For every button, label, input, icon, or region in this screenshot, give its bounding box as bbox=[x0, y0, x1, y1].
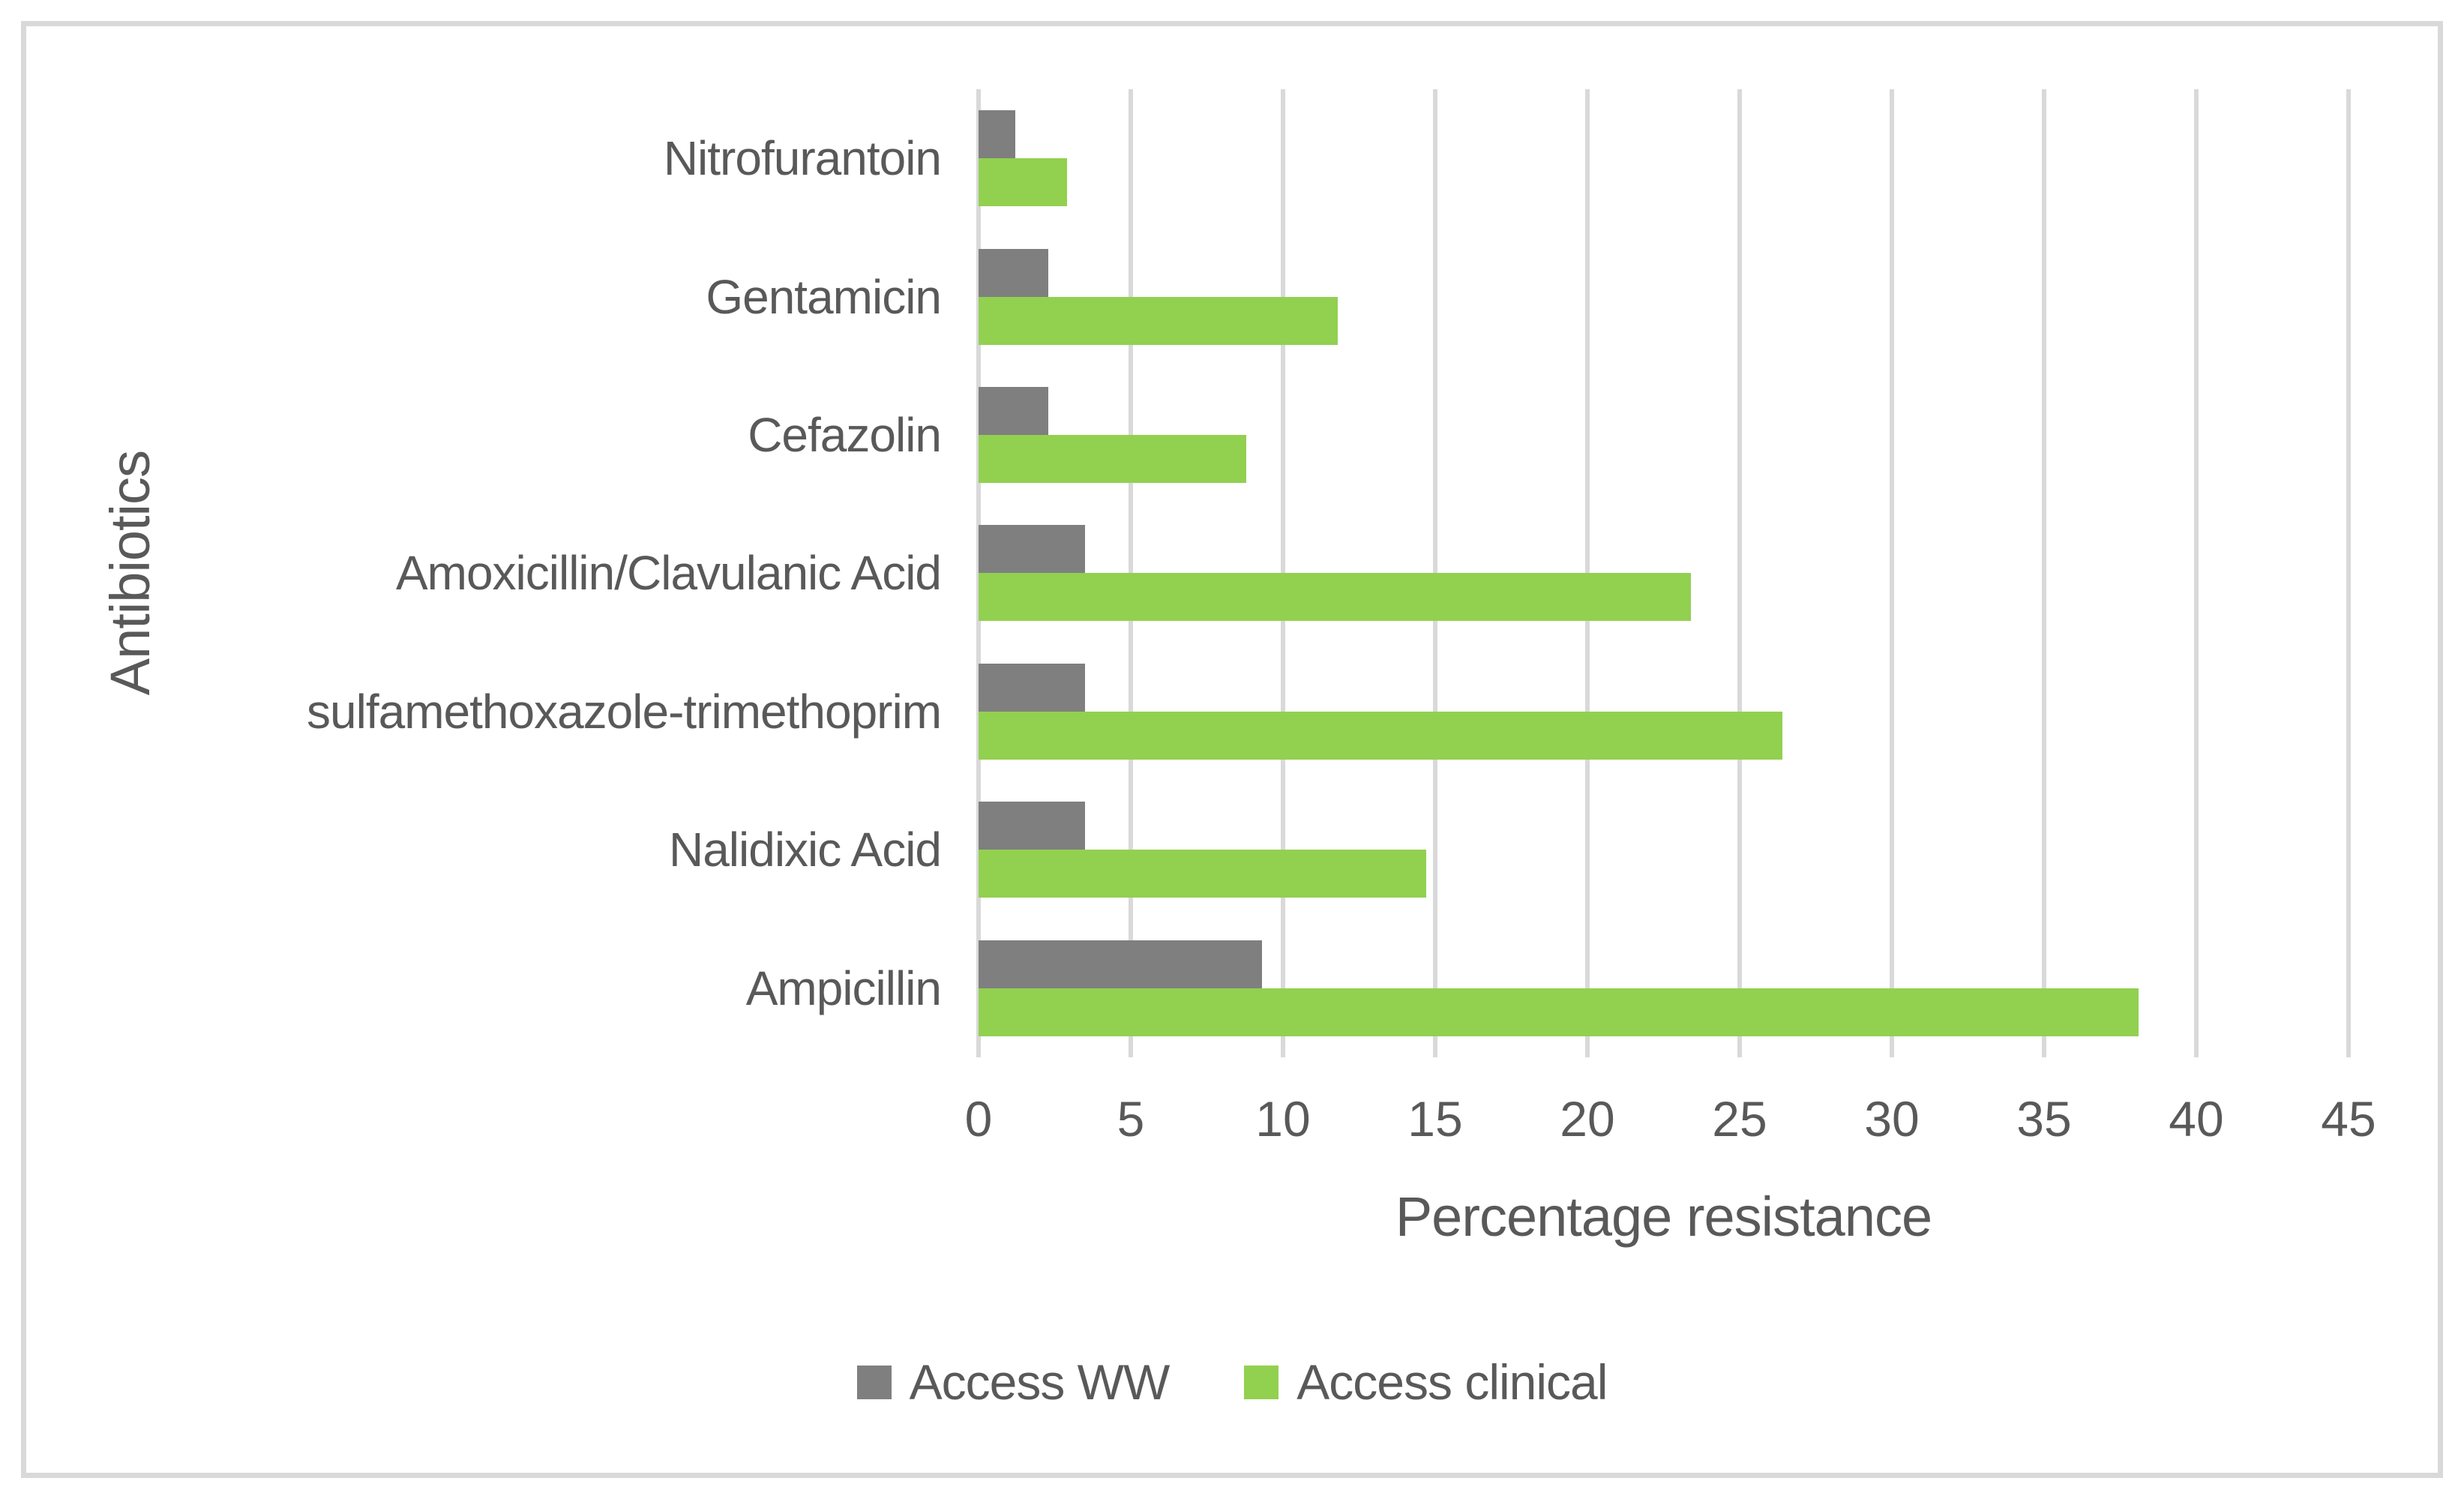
x-tick-label: 35 bbox=[2016, 1091, 2072, 1147]
legend-item: Access clinical bbox=[1244, 1354, 1608, 1411]
legend-swatch-icon bbox=[856, 1365, 892, 1399]
x-tick-label: 15 bbox=[1407, 1091, 1463, 1147]
bar-row bbox=[979, 89, 2349, 227]
x-tick-label: 25 bbox=[1712, 1091, 1767, 1147]
gridline bbox=[2042, 89, 2046, 1057]
category-label: Ampicillin bbox=[745, 961, 942, 1015]
bar-access-ww bbox=[979, 110, 1015, 159]
x-tick-label: 20 bbox=[1560, 1091, 1615, 1147]
x-tick-label: 10 bbox=[1255, 1091, 1311, 1147]
bar-access-clinical bbox=[979, 711, 1782, 760]
gridline bbox=[2346, 89, 2351, 1057]
x-tick-label: 0 bbox=[964, 1091, 993, 1147]
bar-row bbox=[979, 227, 2349, 365]
bar-row bbox=[979, 781, 2349, 919]
category-label: Gentamicin bbox=[706, 269, 942, 324]
bar-access-ww bbox=[979, 525, 1086, 574]
category-label: Nitrofurantoin bbox=[663, 131, 942, 186]
gridline bbox=[2194, 89, 2199, 1057]
bar-access-clinical bbox=[979, 158, 1067, 207]
x-tick-label: 40 bbox=[2169, 1091, 2224, 1147]
category-label: Cefazolin bbox=[748, 408, 942, 463]
bar-row bbox=[979, 919, 2349, 1057]
category-label: Nalidixic Acid bbox=[668, 823, 942, 877]
x-tick-label: 30 bbox=[1864, 1091, 1920, 1147]
bar-access-clinical bbox=[979, 296, 1338, 345]
category-axis-labels: Nitrofurantoin Gentamicin Cefazolin Amoxici… bbox=[67, 89, 942, 1057]
bar-access-ww bbox=[979, 940, 1262, 988]
x-axis-title: Percentage resistance bbox=[1395, 1186, 1932, 1248]
x-tick-label: 5 bbox=[1117, 1091, 1145, 1147]
bar-access-ww bbox=[979, 802, 1086, 850]
legend: Access WW Access clinical bbox=[0, 1354, 2464, 1411]
legend-item: Access WW bbox=[856, 1354, 1171, 1411]
legend-label: Access clinical bbox=[1296, 1354, 1608, 1410]
category-label: sulfamethoxazole-trimethoprim bbox=[307, 684, 942, 739]
plot-area bbox=[976, 89, 2351, 1057]
bar-access-clinical bbox=[979, 988, 2139, 1036]
bar-access-clinical bbox=[979, 435, 1247, 484]
bar-access-ww bbox=[979, 387, 1049, 436]
x-tick-label: 45 bbox=[2321, 1091, 2376, 1147]
bar-access-ww bbox=[979, 248, 1049, 297]
bar-row bbox=[979, 504, 2349, 642]
bar-row bbox=[979, 366, 2349, 504]
bar-access-clinical bbox=[979, 573, 1692, 622]
legend-swatch-icon bbox=[1244, 1365, 1279, 1399]
gridline bbox=[1889, 89, 1894, 1057]
gridline bbox=[1737, 89, 1742, 1057]
bar-rows bbox=[979, 89, 2349, 1057]
bar-access-ww bbox=[979, 663, 1086, 712]
bar-access-clinical bbox=[979, 850, 1426, 898]
bar-row bbox=[979, 643, 2349, 781]
legend-label: Access WW bbox=[909, 1354, 1171, 1410]
x-axis-tick-labels: 0 5 10 15 20 25 30 35 40 45 bbox=[965, 1081, 2376, 1156]
category-label: Amoxicillin/Clavulanic Acid bbox=[395, 546, 942, 601]
